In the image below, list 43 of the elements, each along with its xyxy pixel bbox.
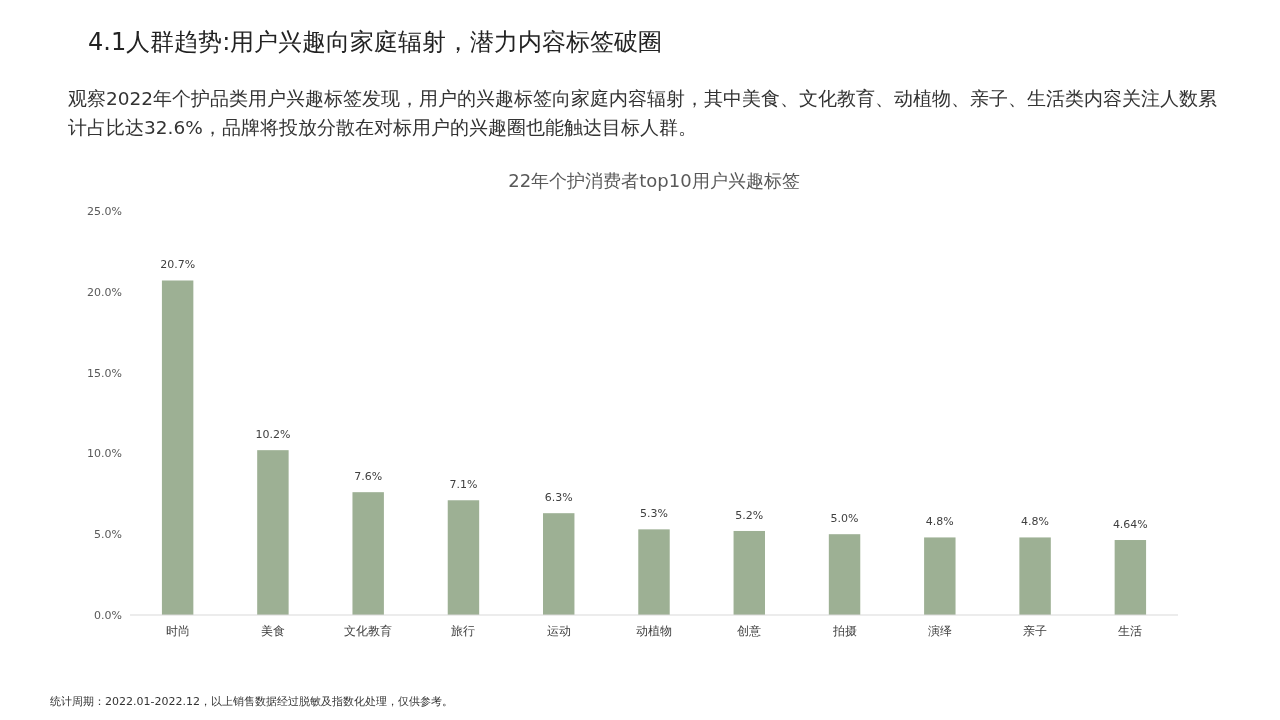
data-label: 4.64%: [1112, 518, 1148, 532]
data-label: 10.2%: [255, 428, 291, 442]
chart-title: 4.1人群趋势:用户兴趣向家庭辐射，潜力内容标签破圈: [88, 27, 663, 58]
x-tick-label: 时尚: [165, 624, 190, 638]
data-label: 5.3%: [640, 507, 668, 521]
x-tick-label: 美食: [260, 624, 285, 638]
data-label: 5.2%: [735, 508, 764, 522]
y-tick-label: 0.0%: [94, 609, 122, 622]
data-label: 7.6%: [354, 470, 383, 484]
x-tick-label: 亲子: [1023, 624, 1048, 638]
bar: [733, 530, 765, 615]
x-tick-label: 文化教育: [344, 624, 393, 638]
x-tick-label: 运动: [546, 624, 571, 638]
data-label: 5.0%: [830, 512, 859, 526]
bar: [447, 500, 480, 615]
bar: [1019, 537, 1051, 615]
x-tick-label: 动植物: [636, 624, 672, 638]
text: 统计周期：2022.01-2022.12，以上销售数据经过脱敏及指数化处理，仅供参考。: [50, 695, 453, 708]
chart-subtitle: 观察2022年个护品类用户兴趣标签发现，用户的兴趣标签向家庭内容辐射，其中美食、文化教育、动植物、亲子、生活类内容关注人数累计占比达32.6%，品牌将投放分散在对标用户的兴趣圈也能触达目标人群。: [68, 87, 1218, 140]
bar: [638, 529, 670, 615]
data-label: 6.3%: [544, 491, 573, 505]
bar: [828, 534, 861, 615]
data-label: 7.1%: [449, 478, 478, 492]
bar: [924, 537, 956, 615]
text: 22年个护消费者top10用户兴趣标签: [508, 170, 800, 191]
x-tick-label: 旅行: [451, 624, 476, 638]
x-tick-label: 创意: [737, 624, 762, 638]
bar: [161, 280, 194, 615]
x-tick-label: 拍摄: [831, 624, 857, 638]
y-tick-label: 10.0%: [87, 447, 122, 461]
data-label: 4.8%: [1021, 515, 1050, 529]
data-label: 20.7%: [160, 258, 196, 272]
x-tick-label: 演绎: [927, 624, 952, 638]
y-tick-label: 15.0%: [87, 366, 122, 380]
data-label: 4.8%: [925, 515, 954, 529]
y-tick-label: 20.0%: [87, 285, 122, 299]
x-tick-label: 生活: [1118, 624, 1143, 638]
bar: [1114, 540, 1147, 615]
bar: [543, 513, 575, 615]
y-tick-label: 25.0%: [87, 205, 122, 218]
bar: [352, 492, 384, 615]
y-tick-label: 5.0%: [94, 528, 122, 542]
bar: [257, 450, 289, 615]
